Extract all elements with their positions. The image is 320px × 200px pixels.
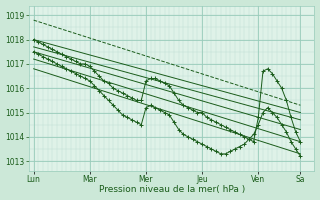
- X-axis label: Pression niveau de la mer( hPa ): Pression niveau de la mer( hPa ): [99, 185, 245, 194]
